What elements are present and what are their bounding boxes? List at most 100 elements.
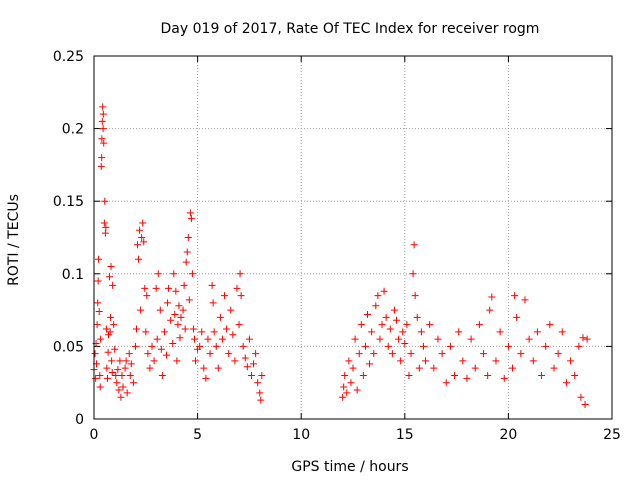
data-point xyxy=(345,357,353,365)
x-tick-label: 5 xyxy=(193,427,202,443)
y-tick-label: 0.25 xyxy=(53,49,84,65)
data-point xyxy=(175,302,183,310)
data-point xyxy=(125,350,133,358)
data-point xyxy=(577,393,585,401)
data-point xyxy=(233,284,241,292)
data-point xyxy=(475,321,483,329)
data-point xyxy=(204,335,212,343)
data-point xyxy=(496,328,504,336)
data-point xyxy=(374,292,382,300)
data-point xyxy=(451,371,459,379)
data-point xyxy=(214,364,222,372)
data-point xyxy=(136,226,144,234)
data-point xyxy=(426,321,434,329)
data-point xyxy=(407,350,415,358)
data-point xyxy=(361,342,369,350)
data-point xyxy=(446,342,454,350)
data-point xyxy=(138,234,146,241)
data-point xyxy=(94,299,102,307)
data-point xyxy=(500,374,508,382)
data-point xyxy=(550,364,558,372)
data-point xyxy=(511,292,519,300)
data-point xyxy=(177,313,185,321)
data-point xyxy=(103,374,111,382)
data-point xyxy=(533,328,541,336)
data-point xyxy=(388,350,396,358)
data-point xyxy=(190,335,198,343)
data-point xyxy=(546,321,554,329)
data-point xyxy=(384,342,392,350)
data-point xyxy=(102,325,110,333)
data-point xyxy=(366,360,374,368)
data-point xyxy=(243,363,251,371)
data-point xyxy=(126,371,134,379)
data-point xyxy=(378,321,386,329)
data-point xyxy=(119,383,127,391)
data-point xyxy=(558,328,566,336)
data-point xyxy=(143,292,151,300)
data-point xyxy=(154,270,162,278)
data-point xyxy=(185,296,193,304)
plot-border xyxy=(93,55,613,420)
data-point xyxy=(410,241,418,249)
data-point xyxy=(212,342,220,350)
x-axis-label: GPS time / hours xyxy=(291,459,408,475)
x-tick-label: 0 xyxy=(90,427,99,443)
data-point xyxy=(189,325,197,333)
data-point xyxy=(173,357,181,365)
data-point xyxy=(200,364,208,372)
data-point xyxy=(343,389,351,397)
data-point xyxy=(157,345,165,353)
data-point xyxy=(209,299,217,307)
data-point xyxy=(96,383,104,391)
data-point xyxy=(106,328,114,336)
data-point xyxy=(112,371,120,379)
data-point xyxy=(417,328,425,336)
data-point xyxy=(529,357,537,365)
data-point xyxy=(142,328,150,336)
data-point xyxy=(492,357,500,365)
data-point xyxy=(567,357,575,365)
data-point xyxy=(164,299,172,307)
data-point xyxy=(94,277,102,285)
data-point xyxy=(183,248,191,256)
data-point xyxy=(92,374,100,382)
data-point xyxy=(340,383,348,391)
data-point xyxy=(241,354,249,362)
data-point xyxy=(357,321,365,329)
data-point xyxy=(129,379,137,387)
data-point xyxy=(98,154,106,162)
data-point xyxy=(141,284,149,292)
data-point xyxy=(225,350,233,358)
data-point xyxy=(480,350,488,358)
data-point xyxy=(359,371,367,379)
data-point xyxy=(96,371,104,379)
data-point xyxy=(581,400,589,408)
data-point xyxy=(411,292,419,300)
data-point xyxy=(422,357,430,365)
data-point xyxy=(176,334,184,342)
data-point xyxy=(370,350,378,358)
data-point xyxy=(182,258,190,266)
data-point xyxy=(93,321,101,329)
data-point xyxy=(153,335,161,343)
y-tick-label: 0.1 xyxy=(62,267,84,283)
data-point xyxy=(538,371,546,379)
data-point xyxy=(395,335,403,343)
data-point xyxy=(252,350,260,358)
data-point xyxy=(115,386,123,394)
data-point xyxy=(256,389,264,397)
data-point xyxy=(144,350,152,358)
data-point xyxy=(542,342,550,350)
data-point xyxy=(467,335,475,343)
data-point xyxy=(484,371,492,379)
data-point xyxy=(108,369,116,377)
data-point xyxy=(150,357,158,365)
data-point xyxy=(380,287,388,295)
data-point xyxy=(218,335,226,343)
data-point xyxy=(188,270,196,278)
data-point xyxy=(442,379,450,387)
data-point xyxy=(101,197,109,205)
data-point xyxy=(123,389,131,397)
